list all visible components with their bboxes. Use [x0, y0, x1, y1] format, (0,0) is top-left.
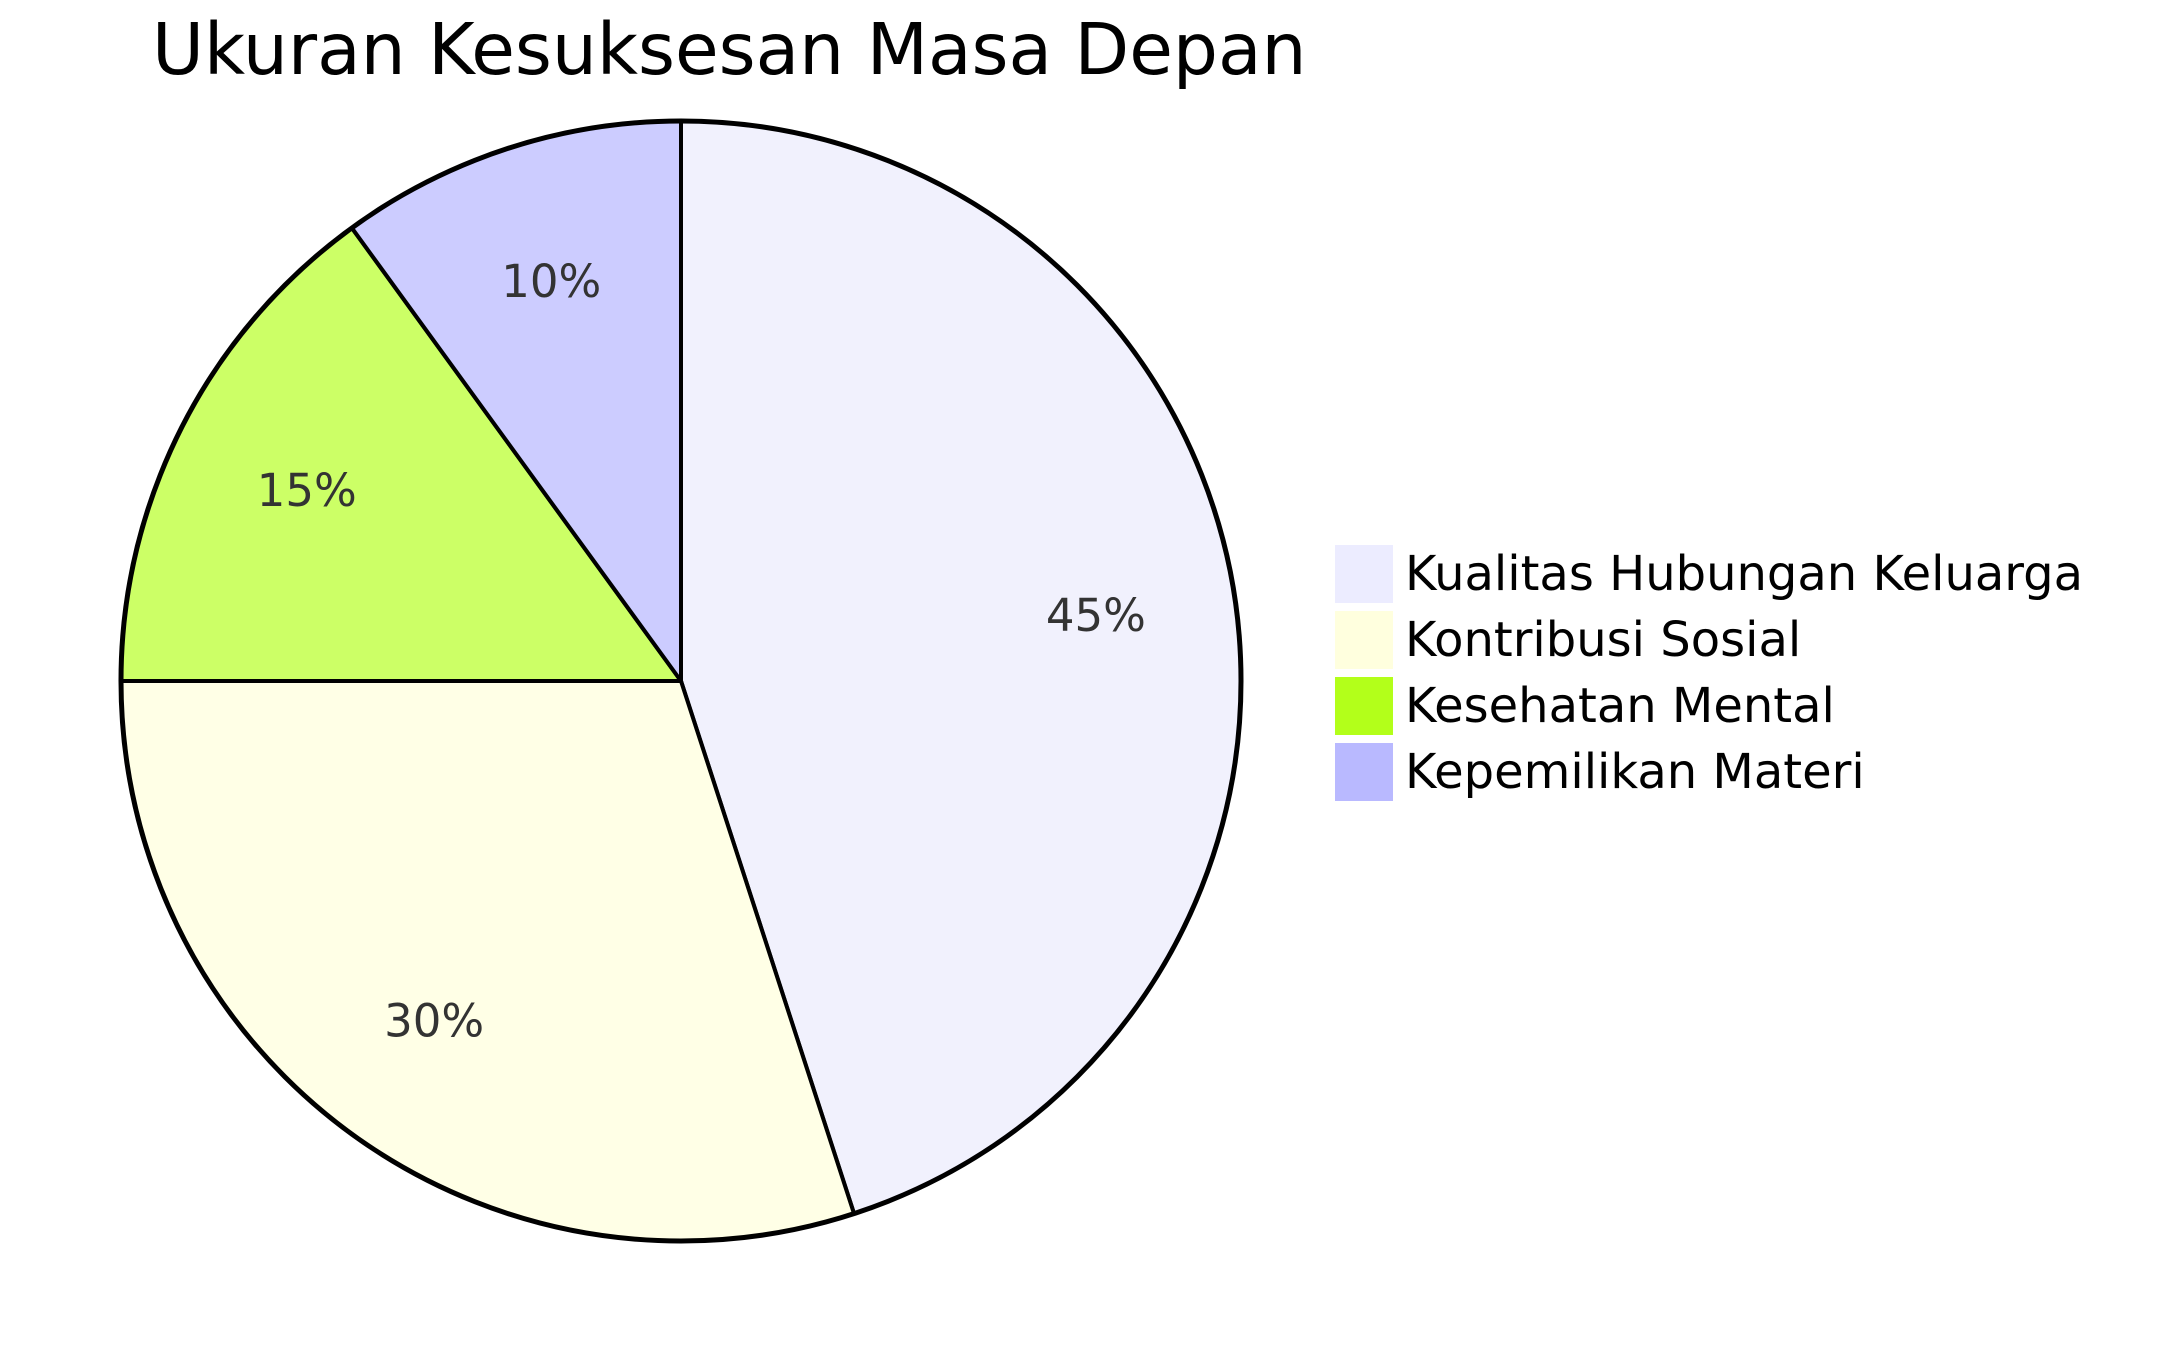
legend-label-kesehatan-mental: Kesehatan Mental: [1405, 678, 1835, 734]
slice-value-label: 10%: [501, 255, 601, 308]
legend-swatch-kepemilikan-materi: [1335, 743, 1393, 801]
legend-swatch-kualitas-hubungan-keluarga: [1335, 545, 1393, 603]
slice-value-label: 15%: [257, 464, 357, 517]
slice-value-label: 45%: [1046, 589, 1146, 642]
legend-label-kepemilikan-materi: Kepemilikan Materi: [1405, 744, 1865, 800]
legend: Kualitas Hubungan Keluarga Kontribusi Sos…: [1335, 545, 2083, 801]
pie-slices: [119, 119, 1243, 1243]
pie-slice-labels: 45% 30% 15% 10%: [257, 255, 1146, 1047]
legend-swatch-kesehatan-mental: [1335, 677, 1393, 735]
chart-title: Ukuran Kesuksesan Masa Depan: [152, 8, 1306, 91]
pie-outline: [118, 118, 1244, 1244]
legend-label-kontribusi-sosial: Kontribusi Sosial: [1405, 612, 1801, 668]
legend-label-kualitas-hubungan-keluarga: Kualitas Hubungan Keluarga: [1405, 546, 2083, 602]
slice-value-label: 30%: [384, 994, 484, 1047]
legend-swatch-kontribusi-sosial: [1335, 611, 1393, 669]
